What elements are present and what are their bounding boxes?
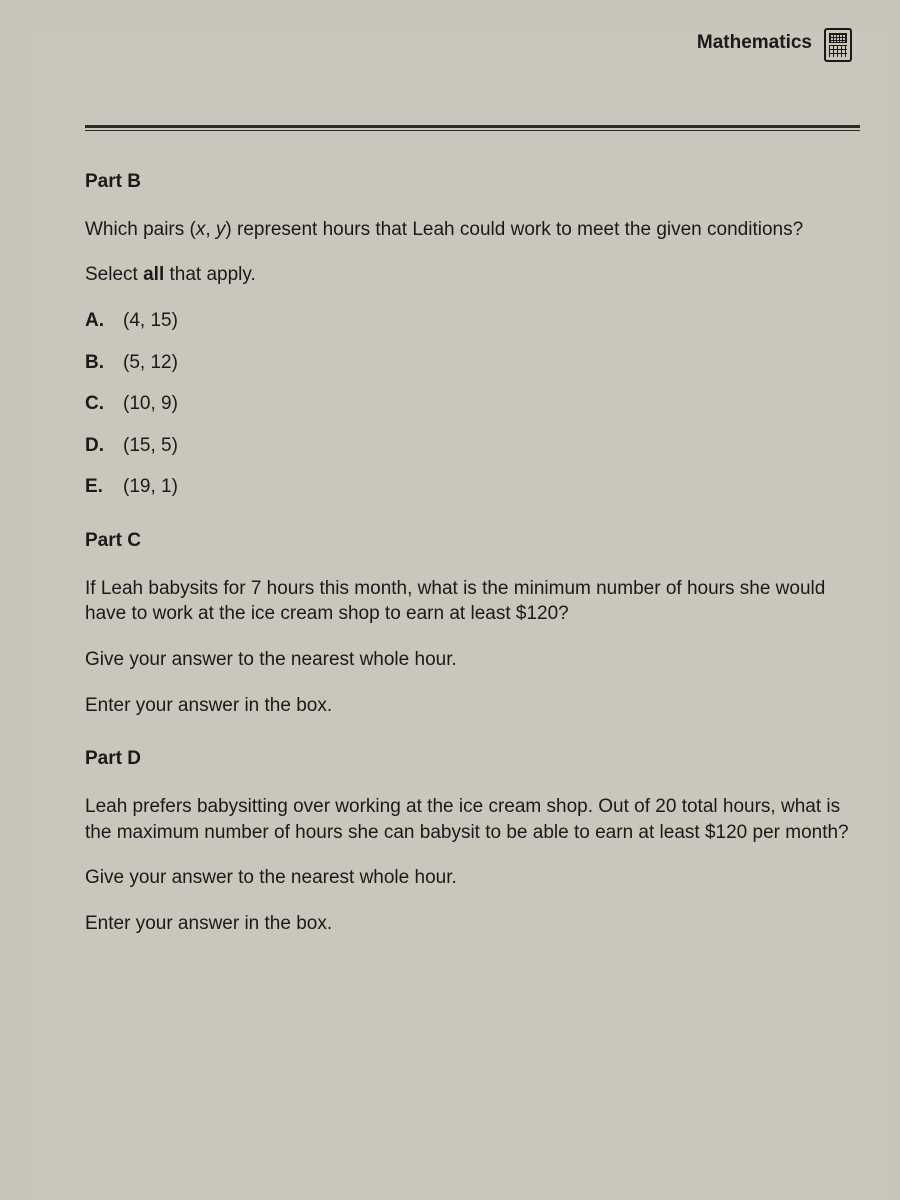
- worksheet-page: Mathematics Part B Which pairs (x, y) re…: [30, 30, 890, 1200]
- part-d-line3: Enter your answer in the box.: [85, 911, 860, 937]
- option-letter: E.: [85, 474, 123, 500]
- part-b-instruction: Select all that apply.: [85, 262, 860, 288]
- option-c[interactable]: C. (10, 9): [85, 391, 860, 417]
- part-c-question: If Leah babysits for 7 hours this month,…: [85, 576, 860, 627]
- option-letter: C.: [85, 391, 123, 417]
- instruction-pre: Select: [85, 264, 143, 285]
- part-b-question: Which pairs (x, y) represent hours that …: [85, 217, 860, 243]
- part-d-question: Leah prefers babysitting over working at…: [85, 794, 860, 845]
- option-text: (10, 9): [123, 391, 178, 417]
- part-b-heading: Part B: [85, 169, 860, 195]
- instruction-post: that apply.: [164, 264, 256, 285]
- option-text: (4, 15): [123, 308, 178, 334]
- option-d[interactable]: D. (15, 5): [85, 433, 860, 459]
- option-letter: D.: [85, 433, 123, 459]
- part-b-options: A. (4, 15) B. (5, 12) C. (10, 9) D. (15,…: [85, 308, 860, 500]
- content-area: Part B Which pairs (x, y) represent hour…: [85, 131, 860, 937]
- question-text-post: ) represent hours that Leah could work t…: [225, 219, 803, 240]
- variable-x: x: [196, 219, 206, 240]
- option-text: (15, 5): [123, 433, 178, 459]
- instruction-bold: all: [143, 264, 164, 285]
- option-e[interactable]: E. (19, 1): [85, 474, 860, 500]
- option-text: (19, 1): [123, 474, 178, 500]
- option-letter: B.: [85, 350, 123, 376]
- part-c-line3: Enter your answer in the box.: [85, 693, 860, 719]
- header-rule-thick: [85, 125, 860, 128]
- subject-label: Mathematics: [697, 32, 812, 54]
- page-header: Mathematics: [85, 60, 860, 100]
- part-d-heading: Part D: [85, 746, 860, 772]
- question-comma: ,: [205, 219, 216, 240]
- calculator-icon: [824, 28, 852, 62]
- part-d-line2: Give your answer to the nearest whole ho…: [85, 865, 860, 891]
- option-b[interactable]: B. (5, 12): [85, 350, 860, 376]
- variable-y: y: [216, 219, 226, 240]
- option-text: (5, 12): [123, 350, 178, 376]
- question-text-pre: Which pairs (: [85, 219, 196, 240]
- option-letter: A.: [85, 308, 123, 334]
- part-c-line2: Give your answer to the nearest whole ho…: [85, 647, 860, 673]
- option-a[interactable]: A. (4, 15): [85, 308, 860, 334]
- part-c-heading: Part C: [85, 528, 860, 554]
